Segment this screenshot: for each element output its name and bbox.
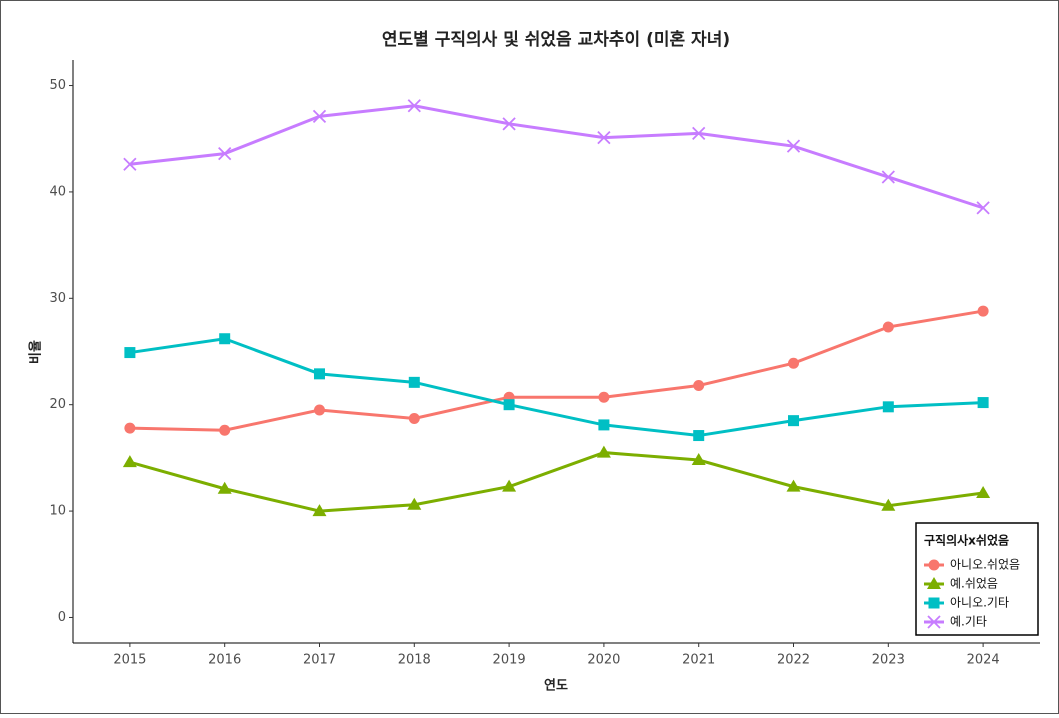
chart-title: 연도별 구직의사 및 쉬었음 교차추이 (미혼 자녀) [382, 29, 730, 50]
legend-marker [928, 559, 940, 571]
point [408, 413, 420, 425]
point [691, 453, 706, 466]
point [693, 380, 705, 392]
point [502, 479, 517, 492]
point [217, 481, 232, 494]
point [408, 376, 420, 388]
legend-title: 구직의사x쉬었음 [924, 533, 1009, 548]
point [407, 497, 422, 510]
point [977, 305, 989, 317]
series-line [129, 337, 984, 438]
series-line [129, 309, 984, 432]
legend-label: 아니오.기타 [950, 596, 1009, 610]
point [788, 415, 800, 427]
point [502, 117, 516, 131]
point [124, 422, 136, 434]
point [218, 146, 232, 161]
point [977, 397, 989, 409]
x-axis-label: 연도 [544, 679, 568, 694]
x-tick-label: 2019 [493, 653, 526, 668]
point [313, 368, 325, 380]
x-tick-label: 2021 [682, 653, 715, 668]
point [882, 321, 894, 333]
legend-label: 예.쉬었음 [950, 577, 998, 591]
point [219, 424, 231, 436]
legend-label: 아니오.쉬었음 [950, 558, 1020, 572]
point [313, 404, 325, 416]
point [692, 126, 706, 141]
series-line [129, 451, 984, 513]
x-tick-label: 2022 [777, 653, 810, 668]
x-tick-label: 2018 [398, 653, 431, 668]
point [882, 401, 894, 413]
y-tick-label: 40 [49, 184, 66, 199]
point [786, 139, 801, 153]
y-tick-label: 30 [49, 291, 66, 306]
x-tick-label: 2015 [113, 653, 146, 668]
point [598, 419, 610, 431]
point [122, 455, 137, 468]
y-axis-label: 비율 [28, 340, 44, 364]
x-tick-label: 2016 [208, 653, 241, 668]
point [881, 170, 895, 184]
y-tick-label: 50 [49, 78, 66, 93]
point [693, 430, 705, 442]
point [976, 201, 990, 215]
x-tick-label: 2023 [872, 653, 905, 668]
point [124, 347, 136, 359]
point [598, 391, 610, 403]
point [312, 109, 327, 124]
point [597, 131, 611, 145]
point [503, 399, 515, 411]
y-tick-label: 0 [58, 610, 66, 625]
x-tick-label: 2024 [967, 653, 1000, 668]
point [596, 445, 611, 458]
point [312, 504, 327, 517]
point [976, 485, 991, 498]
x-tick-label: 2020 [587, 653, 620, 668]
legend-marker [927, 577, 941, 589]
x-tick-label: 2017 [303, 653, 336, 668]
y-tick-label: 20 [49, 397, 66, 412]
point [786, 479, 801, 492]
legend-box [915, 522, 1039, 636]
point [123, 157, 137, 171]
legend-label: 예.기타 [950, 615, 987, 629]
point [881, 498, 896, 511]
point [219, 333, 231, 345]
legend-marker [927, 615, 941, 629]
y-tick-label: 10 [49, 504, 66, 519]
legend-marker [928, 597, 940, 609]
point [788, 357, 800, 369]
point [407, 99, 421, 113]
series-line [129, 104, 984, 210]
